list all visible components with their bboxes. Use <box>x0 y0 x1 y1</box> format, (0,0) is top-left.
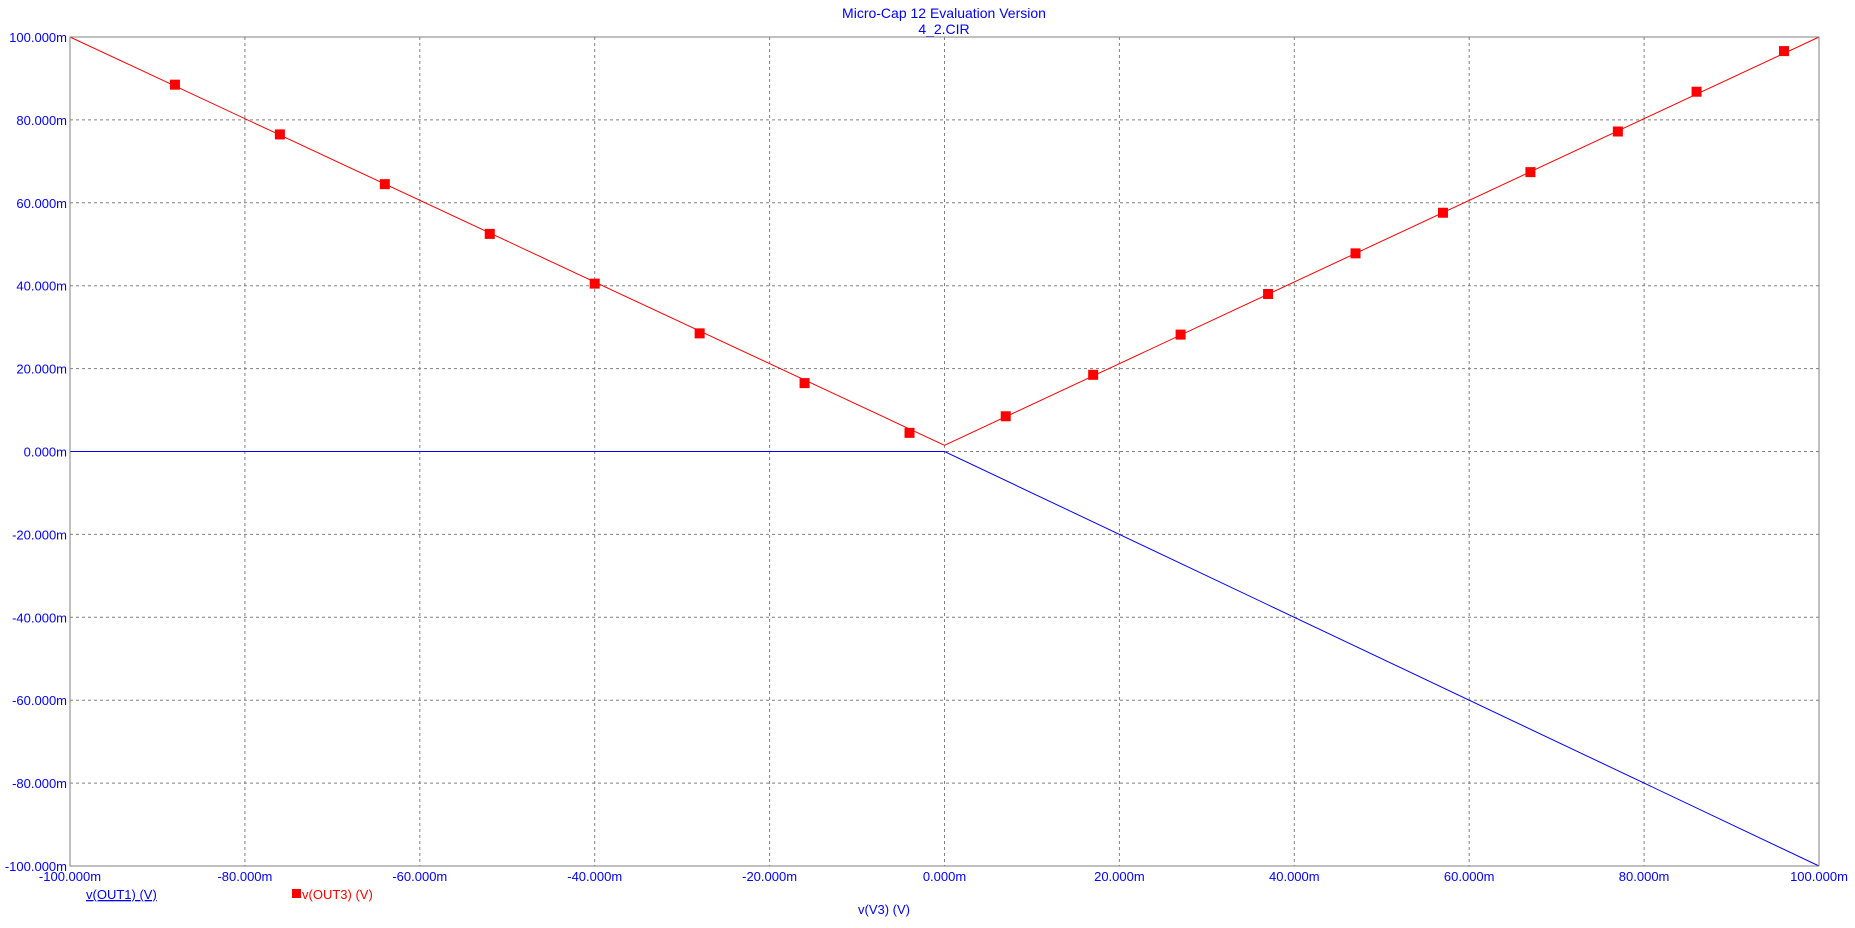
x-axis-label: v(V3) (V) <box>858 902 910 917</box>
data-point-out3 <box>589 278 600 289</box>
legend: v(OUT1) (V) v(OUT3) (V) <box>86 887 373 902</box>
data-point-out3 <box>1175 329 1186 340</box>
series-line-out1 <box>70 451 1820 867</box>
y-tick-label: 80.000m <box>16 113 67 128</box>
x-tick-label: -80.000m <box>217 869 272 884</box>
data-point-out3 <box>1350 248 1361 259</box>
x-tick-label: 20.000m <box>1094 869 1145 884</box>
y-tick-label: 100.000m <box>9 30 67 45</box>
legend-out3-marker <box>292 889 301 898</box>
data-point-out3 <box>1612 126 1623 137</box>
plot-frame <box>69 36 1820 867</box>
x-tick-label: -60.000m <box>392 869 447 884</box>
data-point-out3 <box>694 328 705 339</box>
data-point-out3 <box>379 179 390 190</box>
x-tick-label: -40.000m <box>567 869 622 884</box>
window-title: Micro-Cap 12 Evaluation Version <box>842 5 1046 21</box>
y-axis-ticks: 100.000m 80.000m 60.000m 40.000m 20.000m 0.00… <box>5 30 67 874</box>
data-point-out3 <box>484 228 495 239</box>
data-point-out3 <box>1000 411 1011 422</box>
x-tick-label: 0.000m <box>923 869 966 884</box>
x-tick-label: 40.000m <box>1269 869 1320 884</box>
data-point-out3 <box>169 79 180 90</box>
y-tick-label: -40.000m <box>12 610 67 625</box>
y-tick-label: -80.000m <box>12 776 67 791</box>
data-point-out3 <box>1263 288 1274 299</box>
plot-series <box>69 36 1820 867</box>
data-point-out3 <box>274 129 285 140</box>
x-axis-ticks: -100.000m -80.000m -60.000m -40.000m -20.000… <box>39 869 1848 884</box>
x-tick-label: 80.000m <box>1619 869 1670 884</box>
x-tick-label: -100.000m <box>39 869 101 884</box>
data-point-out3 <box>799 378 810 389</box>
x-tick-label: 100.000m <box>1790 869 1848 884</box>
y-tick-label: -60.000m <box>12 693 67 708</box>
data-point-out3 <box>1437 207 1448 218</box>
data-point-out3 <box>1779 46 1790 57</box>
y-tick-label: 20.000m <box>16 362 67 377</box>
y-tick-label: 40.000m <box>16 279 67 294</box>
y-tick-label: 60.000m <box>16 196 67 211</box>
x-tick-label: -20.000m <box>742 869 797 884</box>
data-point-out3 <box>1525 167 1536 178</box>
circuit-name: 4_2.CIR <box>918 21 969 37</box>
data-point-out3 <box>904 427 915 438</box>
legend-out1[interactable]: v(OUT1) (V) <box>86 887 157 902</box>
y-tick-label: 0.000m <box>24 445 67 460</box>
x-tick-label: 60.000m <box>1444 869 1495 884</box>
y-tick-label: -20.000m <box>12 527 67 542</box>
data-point-out3 <box>1691 86 1702 97</box>
legend-out3[interactable]: v(OUT3) (V) <box>302 887 373 902</box>
y-tick-label: -100.000m <box>5 859 67 874</box>
data-point-out3 <box>1088 369 1099 380</box>
